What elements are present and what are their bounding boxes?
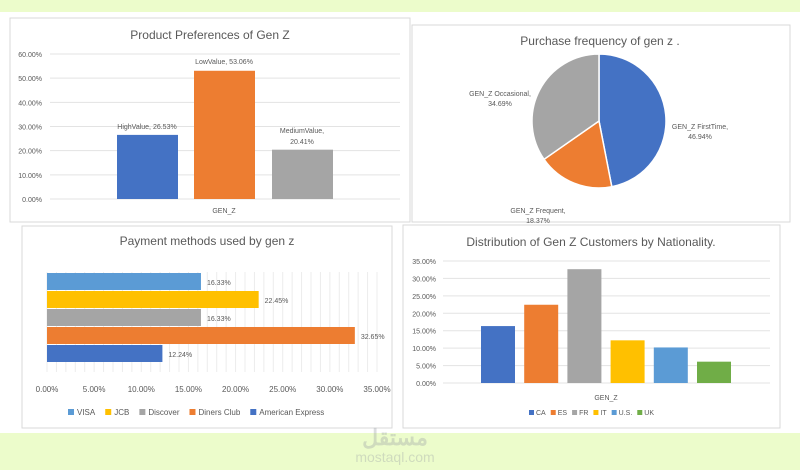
legend-label: Discover [148, 408, 179, 417]
bar-UK [697, 361, 731, 383]
x-tick-label: 20.00% [222, 385, 249, 394]
legend-label: U.S. [619, 410, 633, 417]
bar-JCB [47, 291, 259, 308]
pie-label: 46.94% [688, 134, 712, 141]
x-category-label: GEN_Z [212, 208, 236, 215]
legend-swatch [250, 409, 257, 415]
legend-swatch [105, 409, 112, 415]
x-tick-label: 5.00% [83, 385, 106, 394]
data-label: HighValue, 26.53% [117, 124, 176, 131]
x-tick-label: 15.00% [175, 385, 202, 394]
pie-slice-GEN_Z Occasional [531, 53, 600, 161]
x-tick-label: 30.00% [316, 385, 343, 394]
bar-Discover [47, 309, 201, 326]
bar-American Express [47, 345, 163, 362]
bar-IT [610, 340, 645, 383]
y-tick-label: 60.00% [18, 52, 42, 59]
y-tick-label: 25.00% [412, 294, 436, 301]
legend-label: UK [644, 410, 654, 417]
bar-MediumValue [272, 149, 333, 199]
bar-U.S. [653, 347, 688, 383]
y-tick-label: 20.00% [18, 149, 42, 156]
chart-title: Product Preferences of Gen Z [130, 28, 289, 42]
y-tick-label: 5.00% [416, 364, 436, 371]
y-tick-label: 10.00% [18, 173, 42, 180]
y-tick-label: 10.00% [412, 346, 436, 353]
legend-label: JCB [114, 408, 129, 417]
data-label: 12.24% [168, 352, 192, 359]
legend-label: ES [558, 410, 568, 417]
pie-label: GEN_Z Occasional, [469, 91, 531, 98]
pie-slice-GEN_Z Frequent [542, 119, 613, 189]
watermark-logo: مستقل mostaql.com [355, 425, 434, 465]
y-tick-label: 0.00% [416, 381, 436, 388]
pie-label: 34.69% [488, 101, 512, 108]
top-band [0, 0, 800, 12]
y-tick-label: 15.00% [412, 329, 436, 336]
bar-Diners Club [47, 327, 355, 344]
y-tick-label: 20.00% [412, 311, 436, 318]
pie-label: GEN_Z Frequent, [510, 208, 565, 215]
y-tick-label: 30.00% [18, 125, 42, 132]
legend-swatch [68, 409, 74, 415]
data-label: 16.33% [207, 280, 231, 287]
y-tick-label: 50.00% [18, 76, 42, 83]
data-label: 20.41% [290, 139, 314, 146]
legend-swatch [189, 409, 196, 415]
x-tick-label: 10.00% [128, 385, 155, 394]
pie-label: GEN_Z FirstTime, [672, 124, 728, 131]
legend-swatch [637, 410, 643, 415]
pie-slice-GEN_Z FirstTime [598, 53, 667, 188]
chart-title: Distribution of Gen Z Customers by Natio… [466, 235, 715, 249]
legend-swatch [611, 410, 617, 415]
chart-title: Payment methods used by gen z [120, 234, 295, 248]
x-tick-label: 0.00% [36, 385, 59, 394]
legend-swatch [572, 410, 578, 415]
svg-text:مستقل: مستقل [362, 425, 428, 450]
legend-label: FR [579, 410, 588, 417]
bar-CA [481, 326, 515, 383]
y-tick-label: 40.00% [18, 100, 42, 107]
data-label: 32.65% [361, 334, 385, 341]
legend-label: CA [536, 410, 546, 417]
data-label: MediumValue, [280, 128, 324, 135]
x-tick-label: 35.00% [363, 385, 390, 394]
y-tick-label: 30.00% [412, 276, 436, 283]
data-label: 22.45% [265, 298, 289, 305]
legend-label: IT [600, 410, 607, 417]
y-tick-label: 35.00% [412, 259, 436, 266]
legend-label: American Express [259, 408, 324, 417]
legend-swatch [529, 410, 534, 415]
data-label: 16.33% [207, 316, 231, 323]
y-tick-label: 0.00% [22, 197, 42, 204]
bar-FR [567, 269, 602, 383]
pie-label: 18.37% [526, 218, 550, 225]
legend-swatch [139, 409, 146, 415]
legend-swatch [593, 410, 599, 415]
bar-VISA [47, 273, 201, 290]
bar-HighValue [117, 134, 178, 199]
svg-text:mostaql.com: mostaql.com [355, 449, 434, 465]
bottom-band [0, 433, 800, 470]
legend-label: Diners Club [198, 408, 240, 417]
x-category-label: GEN_Z [594, 395, 618, 402]
legend-swatch [550, 410, 556, 415]
bar-ES [524, 304, 559, 383]
data-label: LowValue, 53.06% [195, 59, 253, 66]
x-tick-label: 25.00% [269, 385, 296, 394]
legend-label: VISA [77, 408, 96, 417]
chart-title: Purchase frequency of gen z . [520, 34, 679, 48]
bar-LowValue [194, 70, 255, 199]
